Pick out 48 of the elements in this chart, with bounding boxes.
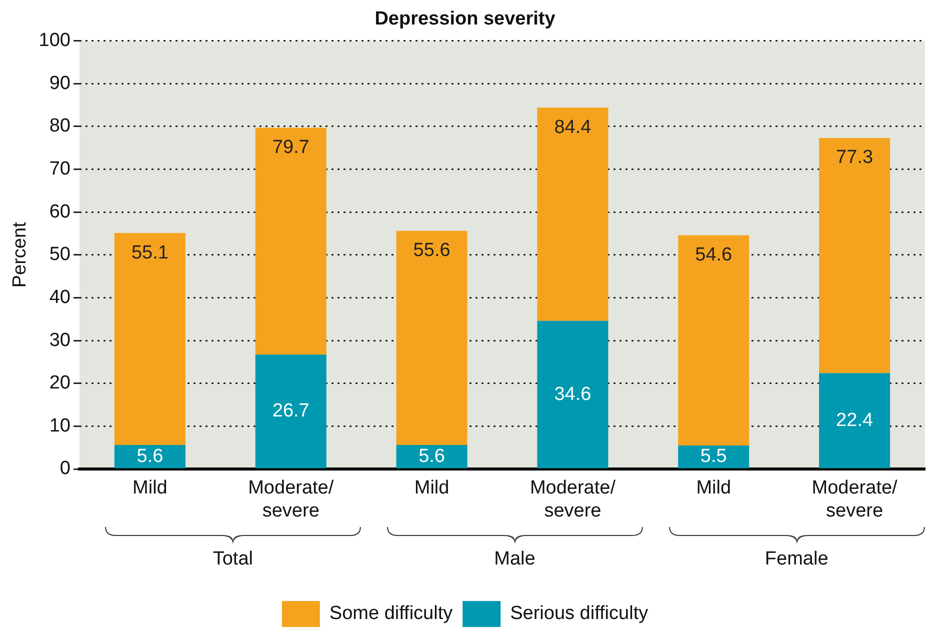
x-tick-label: Moderate/ severe (812, 478, 898, 522)
bar (819, 138, 890, 374)
bar (396, 230, 468, 446)
total-label: 79.7 (272, 136, 310, 158)
data-label: 5.6 (136, 446, 164, 467)
bar (114, 233, 186, 446)
total-label: 55.6 (413, 240, 450, 262)
x-tick-label: Mild (414, 478, 450, 499)
y-tick-label: 50 (49, 244, 70, 266)
bar (114, 445, 186, 468)
y-tick-label: 10 (49, 415, 70, 436)
data-label: 26.7 (272, 400, 310, 422)
total-label: 77.3 (836, 147, 874, 168)
legend-label: Serious difficulty (510, 603, 649, 624)
y-tick-label: 60 (49, 201, 70, 222)
text: Total (212, 548, 253, 570)
y-tick-label: 70 (49, 158, 70, 180)
y-tick-label: 80 (49, 116, 70, 137)
y-tick-label: 20 (49, 372, 70, 394)
y-tick-label: 0 (60, 458, 70, 480)
y-axis-title: Percent (10, 221, 31, 288)
bar (678, 445, 750, 468)
y-tick-label: 100 (38, 30, 70, 52)
data-label: 34.6 (554, 384, 592, 405)
x-tick-label: Moderate/ severe (530, 478, 616, 522)
bar (537, 108, 608, 321)
total-label: 54.6 (695, 244, 732, 266)
bar (537, 320, 608, 468)
bar (255, 354, 326, 468)
bar (255, 128, 326, 355)
data-label: 5.6 (418, 446, 446, 467)
data-label: 22.4 (836, 410, 874, 431)
x-tick-label: Moderate/ severe (248, 478, 334, 522)
data-label: 5.5 (700, 446, 727, 468)
bar (396, 445, 468, 468)
total-label: 84.4 (554, 116, 592, 138)
x-tick-label: Mild (132, 478, 168, 499)
text: Female (764, 548, 828, 570)
chart-title: Depression severity (374, 8, 556, 30)
bar (819, 373, 890, 468)
y-tick-label: 40 (49, 286, 70, 308)
text: Male (494, 548, 536, 570)
x-tick-label: Mild (696, 478, 732, 499)
bar (678, 235, 750, 446)
legend-label: Some difficulty (329, 603, 454, 624)
total-label: 55.1 (131, 242, 168, 264)
y-tick-label: 90 (49, 72, 70, 94)
y-tick-label: 30 (49, 330, 70, 351)
